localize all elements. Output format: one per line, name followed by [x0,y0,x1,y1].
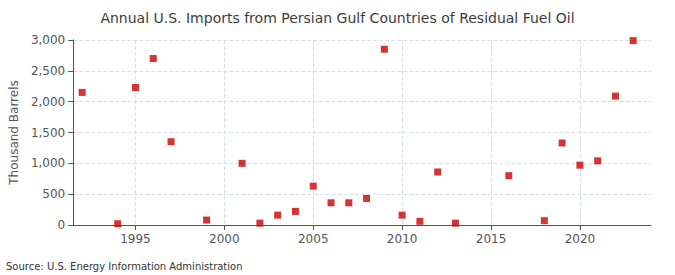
svg-text:1,000: 1,000 [31,156,65,170]
svg-text:1,500: 1,500 [31,126,65,140]
svg-text:2015: 2015 [476,232,507,246]
svg-text:2010: 2010 [387,232,418,246]
svg-text:2,000: 2,000 [31,95,65,109]
svg-text:1995: 1995 [120,232,151,246]
svg-text:2005: 2005 [298,232,329,246]
svg-text:Source: U.S. Energy Informatio: Source: U.S. Energy Information Administ… [6,261,243,272]
svg-text:3,000: 3,000 [31,33,65,47]
svg-text:0: 0 [58,218,66,232]
svg-text:2000: 2000 [209,232,240,246]
svg-text:Thousand Barrels: Thousand Barrels [7,80,21,185]
svg-text:500: 500 [42,187,65,201]
svg-text:2020: 2020 [565,232,596,246]
svg-text:2,500: 2,500 [31,64,65,78]
svg-text:Annual U.S. Imports from Persi: Annual U.S. Imports from Persian Gulf Co… [100,10,574,26]
